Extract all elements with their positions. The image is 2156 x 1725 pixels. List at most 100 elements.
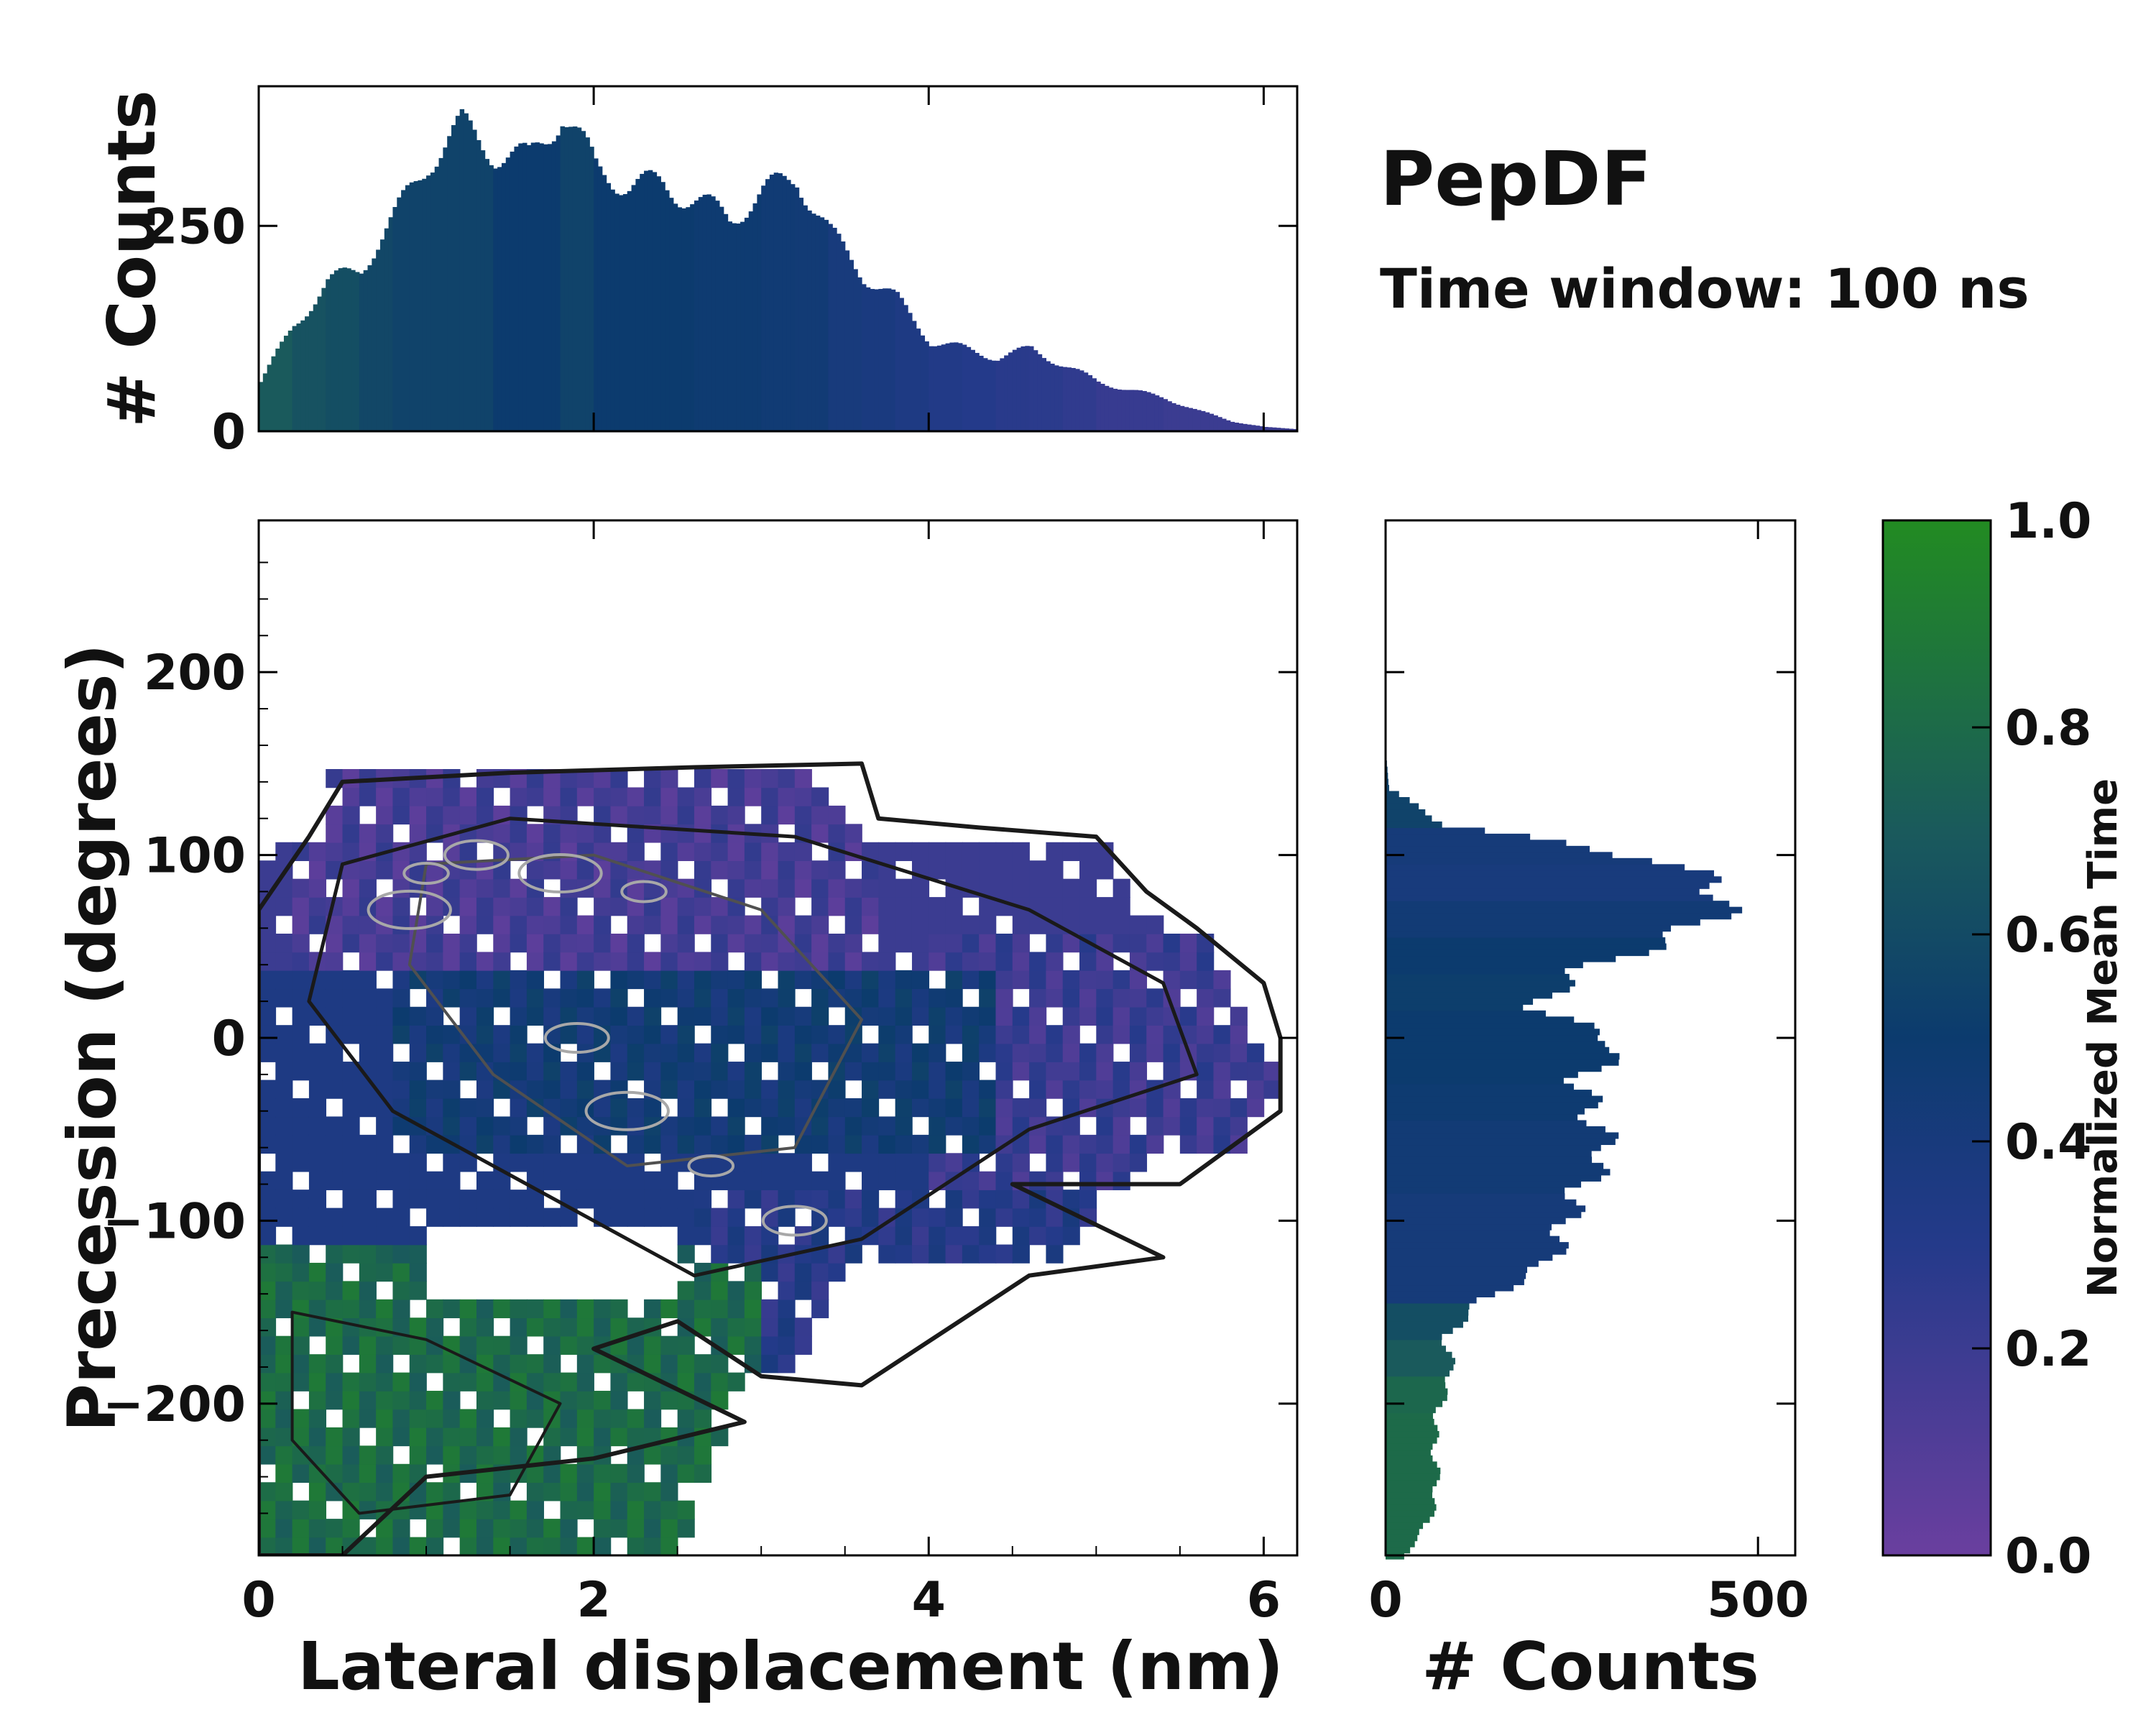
heatmap-cell bbox=[392, 1463, 410, 1484]
heatmap-cell bbox=[644, 1171, 662, 1190]
top-hist-bar bbox=[883, 288, 888, 431]
heatmap-cell bbox=[711, 1062, 729, 1081]
heatmap-cell bbox=[660, 952, 678, 971]
heatmap-cell bbox=[510, 1208, 528, 1227]
heatmap-cell bbox=[493, 1482, 511, 1501]
heatmap-cell bbox=[526, 1153, 545, 1172]
heatmap-cell bbox=[510, 824, 528, 843]
top-hist-bar bbox=[1217, 417, 1222, 431]
heatmap-cell bbox=[945, 1244, 963, 1264]
heatmap-cell bbox=[995, 1116, 1013, 1136]
heatmap-cell bbox=[326, 1281, 344, 1300]
heatmap-cell bbox=[376, 1226, 394, 1246]
heatmap-cell bbox=[761, 842, 779, 862]
heatmap-cell bbox=[560, 933, 578, 953]
heatmap-cell bbox=[945, 1226, 963, 1246]
top-hist-bar bbox=[857, 277, 862, 431]
top-hist-bar bbox=[1046, 361, 1051, 431]
heatmap-cell bbox=[862, 1080, 880, 1099]
heatmap-cell bbox=[376, 1335, 394, 1355]
heatmap-cell bbox=[392, 1006, 410, 1026]
heatmap-cell bbox=[895, 842, 913, 862]
heatmap-cell bbox=[392, 1299, 410, 1319]
heatmap-cell bbox=[376, 1006, 394, 1026]
heatmap-cell bbox=[862, 1006, 880, 1026]
heatmap-cell bbox=[995, 842, 1013, 862]
heatmap-cell bbox=[342, 1171, 360, 1190]
top-hist-bar bbox=[794, 187, 800, 431]
heatmap-cell bbox=[1163, 952, 1181, 971]
heatmap-cell bbox=[627, 1025, 645, 1044]
heatmap-cell bbox=[576, 1409, 594, 1428]
heatmap-cell bbox=[392, 1153, 410, 1172]
heatmap-cell bbox=[543, 1134, 561, 1154]
heatmap-cell bbox=[677, 805, 695, 825]
heatmap-cell bbox=[644, 1391, 662, 1410]
heatmap-cell bbox=[576, 1317, 594, 1337]
heatmap-cell bbox=[292, 1281, 310, 1300]
heatmap-cell bbox=[1079, 1153, 1097, 1172]
top-hist-bar bbox=[652, 172, 658, 431]
heatmap-cell bbox=[426, 1043, 444, 1062]
heatmap-cell bbox=[292, 1463, 310, 1484]
right-histogram-xlabel: # Counts bbox=[1422, 1628, 1759, 1705]
heatmap-cell bbox=[962, 1098, 980, 1118]
heatmap-cell bbox=[376, 1080, 394, 1099]
right-hist-bar bbox=[1386, 998, 1534, 1005]
top-hist-bar bbox=[837, 234, 842, 431]
heatmap-cell bbox=[610, 1299, 628, 1319]
heatmap-cell bbox=[610, 1500, 628, 1519]
heatmap-cell bbox=[594, 1427, 612, 1447]
heatmap-cell bbox=[326, 1226, 344, 1246]
heatmap-cell bbox=[844, 1134, 862, 1154]
heatmap-cell bbox=[359, 1190, 377, 1209]
heatmap-cell bbox=[359, 824, 377, 843]
heatmap-cell bbox=[259, 1006, 277, 1026]
heatmap-cell bbox=[627, 1463, 645, 1484]
heatmap-cell bbox=[543, 1482, 561, 1501]
top-hist-bar bbox=[556, 135, 561, 432]
heatmap-cell bbox=[576, 1354, 594, 1374]
heatmap-cell bbox=[694, 1098, 712, 1118]
colorbar-bar bbox=[1881, 519, 1992, 1557]
right-hist-bar bbox=[1386, 1120, 1587, 1127]
right-hist-bar bbox=[1386, 1540, 1415, 1547]
heatmap-cell bbox=[811, 1043, 829, 1062]
heatmap-cell bbox=[459, 1445, 477, 1465]
heatmap-cell bbox=[326, 1299, 344, 1319]
heatmap-cell bbox=[644, 970, 662, 990]
heatmap-cell bbox=[660, 842, 678, 862]
heatmap-cell bbox=[644, 952, 662, 971]
heatmap-cell bbox=[543, 1299, 561, 1319]
heatmap-cell bbox=[660, 1463, 678, 1484]
heatmap-cell bbox=[610, 1463, 628, 1484]
heatmap-cell bbox=[1197, 1134, 1215, 1154]
top-hist-bar bbox=[472, 129, 477, 431]
heatmap-cell bbox=[811, 1006, 829, 1026]
heatmap-cell bbox=[376, 1445, 394, 1465]
heatmap-cell bbox=[409, 1372, 427, 1392]
heatmap-cell bbox=[426, 970, 444, 990]
heatmap-cell bbox=[1197, 988, 1215, 1008]
top-hist-bar bbox=[1188, 408, 1193, 431]
heatmap-cell bbox=[560, 1098, 578, 1118]
heatmap-cell bbox=[627, 1208, 645, 1227]
heatmap-cell bbox=[560, 1500, 578, 1519]
heatmap-cell bbox=[1012, 842, 1030, 862]
heatmap-cell bbox=[811, 1262, 829, 1282]
heatmap-cell bbox=[878, 1006, 896, 1026]
top-hist-bar bbox=[317, 296, 322, 431]
heatmap-cell bbox=[1029, 1043, 1047, 1062]
heatmap-cell bbox=[342, 1190, 360, 1209]
heatmap-cell bbox=[677, 1226, 695, 1246]
heatmap-cell bbox=[392, 1190, 410, 1209]
contour-peak bbox=[584, 1090, 670, 1131]
heatmap-cell bbox=[911, 970, 930, 990]
heatmap-cell bbox=[929, 933, 946, 953]
top-hist-bar bbox=[970, 349, 975, 431]
heatmap-cell bbox=[342, 915, 360, 934]
heatmap-cell bbox=[828, 1190, 846, 1209]
right-hist-bar bbox=[1386, 955, 1616, 962]
heatmap-cell bbox=[761, 1080, 779, 1099]
